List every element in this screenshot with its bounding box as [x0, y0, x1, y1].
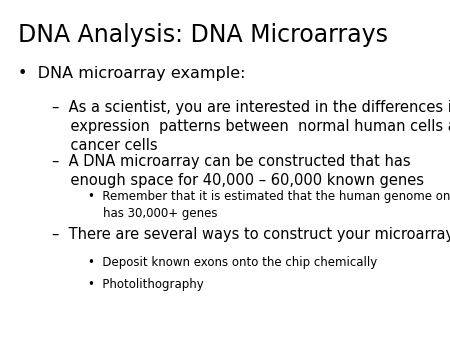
Text: DNA Analysis: DNA Microarrays: DNA Analysis: DNA Microarrays: [18, 23, 388, 47]
Text: •  Deposit known exons onto the chip chemically: • Deposit known exons onto the chip chem…: [88, 256, 377, 269]
Text: –  As a scientist, you are interested in the differences in
    expression  patt: – As a scientist, you are interested in …: [52, 100, 450, 153]
Text: •  Remember that it is estimated that the human genome only
    has 30,000+ gene: • Remember that it is estimated that the…: [88, 190, 450, 219]
Text: •  Photolithography: • Photolithography: [88, 278, 204, 291]
Text: –  There are several ways to construct your microarray: – There are several ways to construct yo…: [52, 227, 450, 242]
Text: •  DNA microarray example:: • DNA microarray example:: [18, 66, 246, 81]
Text: –  A DNA microarray can be constructed that has
    enough space for 40,000 – 60: – A DNA microarray can be constructed th…: [52, 154, 424, 188]
